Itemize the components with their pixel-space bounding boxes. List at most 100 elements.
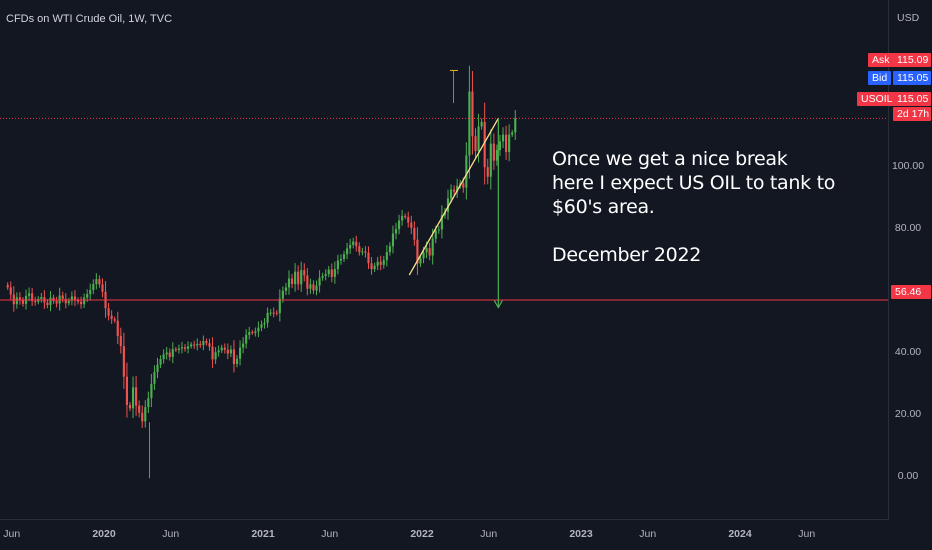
candle <box>202 341 205 346</box>
candle <box>303 270 306 276</box>
candle <box>376 261 379 266</box>
candle <box>141 412 144 422</box>
candle <box>272 312 275 314</box>
candle <box>205 341 208 344</box>
candle <box>281 290 284 299</box>
candle <box>125 376 129 405</box>
candle <box>18 297 21 301</box>
candle <box>61 295 64 299</box>
candle <box>153 372 156 384</box>
candle <box>211 346 214 360</box>
candle <box>318 277 321 286</box>
candle <box>34 301 37 303</box>
candle <box>321 275 324 278</box>
candle <box>495 150 498 161</box>
annotation-line: December 2022 <box>552 244 702 266</box>
candle <box>352 241 355 245</box>
candle <box>232 349 236 365</box>
candle <box>269 312 272 314</box>
candle <box>226 349 229 354</box>
candle <box>21 300 25 304</box>
candle <box>287 278 291 288</box>
annotation-line: here I expect US OIL to tank to <box>552 172 836 194</box>
candle <box>306 275 309 289</box>
candle <box>394 229 398 234</box>
candle <box>428 248 431 256</box>
candle <box>492 143 495 161</box>
candle <box>162 354 165 360</box>
candle <box>315 285 318 291</box>
candle <box>364 251 367 253</box>
last-price-badge: 115.05 <box>893 92 931 106</box>
time-axis[interactable]: Jun 2020 Jun 2021 Jun 2022 Jun 2023 Jun 2024 Jun <box>3 528 815 540</box>
candle <box>113 319 116 321</box>
candle <box>67 300 70 304</box>
candle <box>183 347 187 349</box>
candle <box>468 91 471 156</box>
candle <box>86 293 89 298</box>
candle <box>449 189 453 199</box>
candle <box>196 343 199 346</box>
bid-price-badge: 115.05 <box>893 71 931 85</box>
candle <box>190 344 193 347</box>
candle <box>480 121 483 127</box>
candle <box>342 254 346 259</box>
currency-label: USD <box>897 12 920 24</box>
candle <box>15 297 18 305</box>
candle <box>79 301 83 305</box>
x-tick-label: Jun <box>321 528 338 540</box>
annotation-line: Once we get a nice break <box>552 148 788 170</box>
candle <box>89 289 92 294</box>
candle <box>355 241 358 247</box>
candle <box>312 284 315 291</box>
x-tick-label: Jun <box>162 528 179 540</box>
candle <box>73 296 77 301</box>
candles <box>6 65 517 479</box>
analysis-annotation[interactable]: Once we get a nice break here I expect U… <box>552 147 835 267</box>
candle <box>486 167 489 177</box>
candle <box>514 118 517 133</box>
candle <box>83 297 86 305</box>
candle <box>199 343 202 346</box>
candle <box>401 215 404 221</box>
candle <box>92 284 95 290</box>
candle <box>404 215 407 218</box>
candle <box>300 270 303 285</box>
candle <box>135 387 138 406</box>
candle <box>31 293 34 302</box>
candle <box>254 331 257 334</box>
x-tick-label: 2022 <box>410 528 434 540</box>
candle <box>220 347 223 351</box>
candle <box>107 308 110 316</box>
candle <box>434 230 437 239</box>
candle <box>370 263 373 270</box>
candle <box>324 274 327 276</box>
candle <box>28 293 31 296</box>
overlays <box>0 117 888 309</box>
candle <box>131 387 135 409</box>
candle <box>238 347 242 359</box>
candle <box>410 222 413 228</box>
trendline <box>408 118 499 276</box>
y-tick-label: 20.00 <box>895 408 921 420</box>
candle <box>349 244 352 249</box>
candle <box>422 252 425 259</box>
candle <box>416 239 419 264</box>
candle <box>223 347 226 350</box>
candle <box>9 287 12 295</box>
candle <box>171 349 174 357</box>
candle <box>180 347 184 349</box>
candle <box>257 327 260 332</box>
candle <box>64 298 67 304</box>
candle <box>379 261 382 265</box>
candle <box>193 344 196 346</box>
candle <box>70 296 73 301</box>
candle <box>49 297 52 306</box>
candle <box>177 348 180 351</box>
candle <box>309 284 312 289</box>
candle <box>110 315 113 320</box>
candle <box>144 407 147 422</box>
candle <box>12 294 15 305</box>
